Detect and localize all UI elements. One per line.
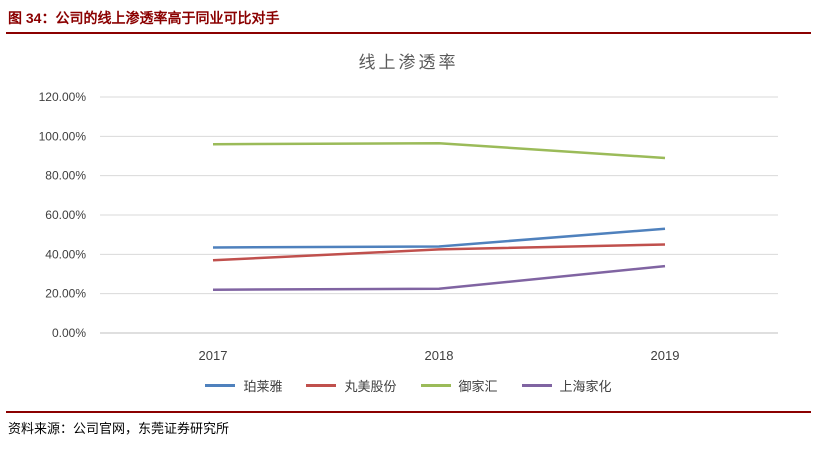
- y-tick-label: 0.00%: [52, 326, 86, 340]
- legend-label: 珀莱雅: [243, 378, 283, 394]
- series-line-proya: [212, 227, 666, 249]
- y-tick-label: 100.00%: [39, 129, 87, 143]
- x-tick-label: 2019: [651, 348, 680, 363]
- legend-item-shanghai-jahwa: 上海家化: [521, 376, 612, 395]
- legend-swatch: [205, 383, 236, 387]
- figure-caption: 图 34：公司的线上渗透率高于同业可比对手: [8, 10, 280, 26]
- line-chart: 0.00% 20.00% 40.00% 60.00% 80.00% 100.00% 120.…: [39, 90, 778, 363]
- series-line-yujiahui: [212, 141, 666, 160]
- report-figure: 图 34：公司的线上渗透率高于同业可比对手 线上渗透率 0.00% 20.00% 4…: [0, 10, 817, 436]
- x-tick-label: 2018: [425, 348, 454, 363]
- legend-item-marubi: 丸美股份: [306, 376, 397, 395]
- legend-swatch: [521, 383, 552, 387]
- chart-area: 线上渗透率 0.00% 20.00% 40.00% 60.00% 80.00% 100.0…: [0, 52, 817, 395]
- legend-swatch: [420, 383, 451, 387]
- legend-item-proya: 珀莱雅: [205, 376, 282, 395]
- y-tick-label: 20.00%: [45, 287, 86, 301]
- y-tick-label: 60.00%: [45, 208, 86, 222]
- chart-legend: 珀莱雅 丸美股份 御家汇 上海家化: [0, 376, 817, 395]
- legend-label: 御家汇: [458, 378, 498, 394]
- y-tick-label: 40.00%: [45, 247, 86, 261]
- source-note: 资料来源：公司官网，东莞证券研究所: [8, 421, 230, 436]
- y-tick-label: 120.00%: [39, 90, 87, 104]
- y-tick-label: 80.00%: [45, 169, 86, 183]
- legend-swatch: [306, 383, 337, 387]
- divider-top: [6, 32, 811, 34]
- x-tick-label: 2017: [199, 348, 228, 363]
- series-line-shanghai-jahwa: [212, 264, 666, 291]
- legend-item-yujiahui: 御家汇: [420, 376, 498, 395]
- chart-title: 线上渗透率: [358, 53, 459, 72]
- divider-bottom: [6, 411, 811, 413]
- legend-label: 上海家化: [559, 378, 612, 394]
- legend-label: 丸美股份: [344, 378, 397, 394]
- series-line-marubi: [212, 243, 666, 262]
